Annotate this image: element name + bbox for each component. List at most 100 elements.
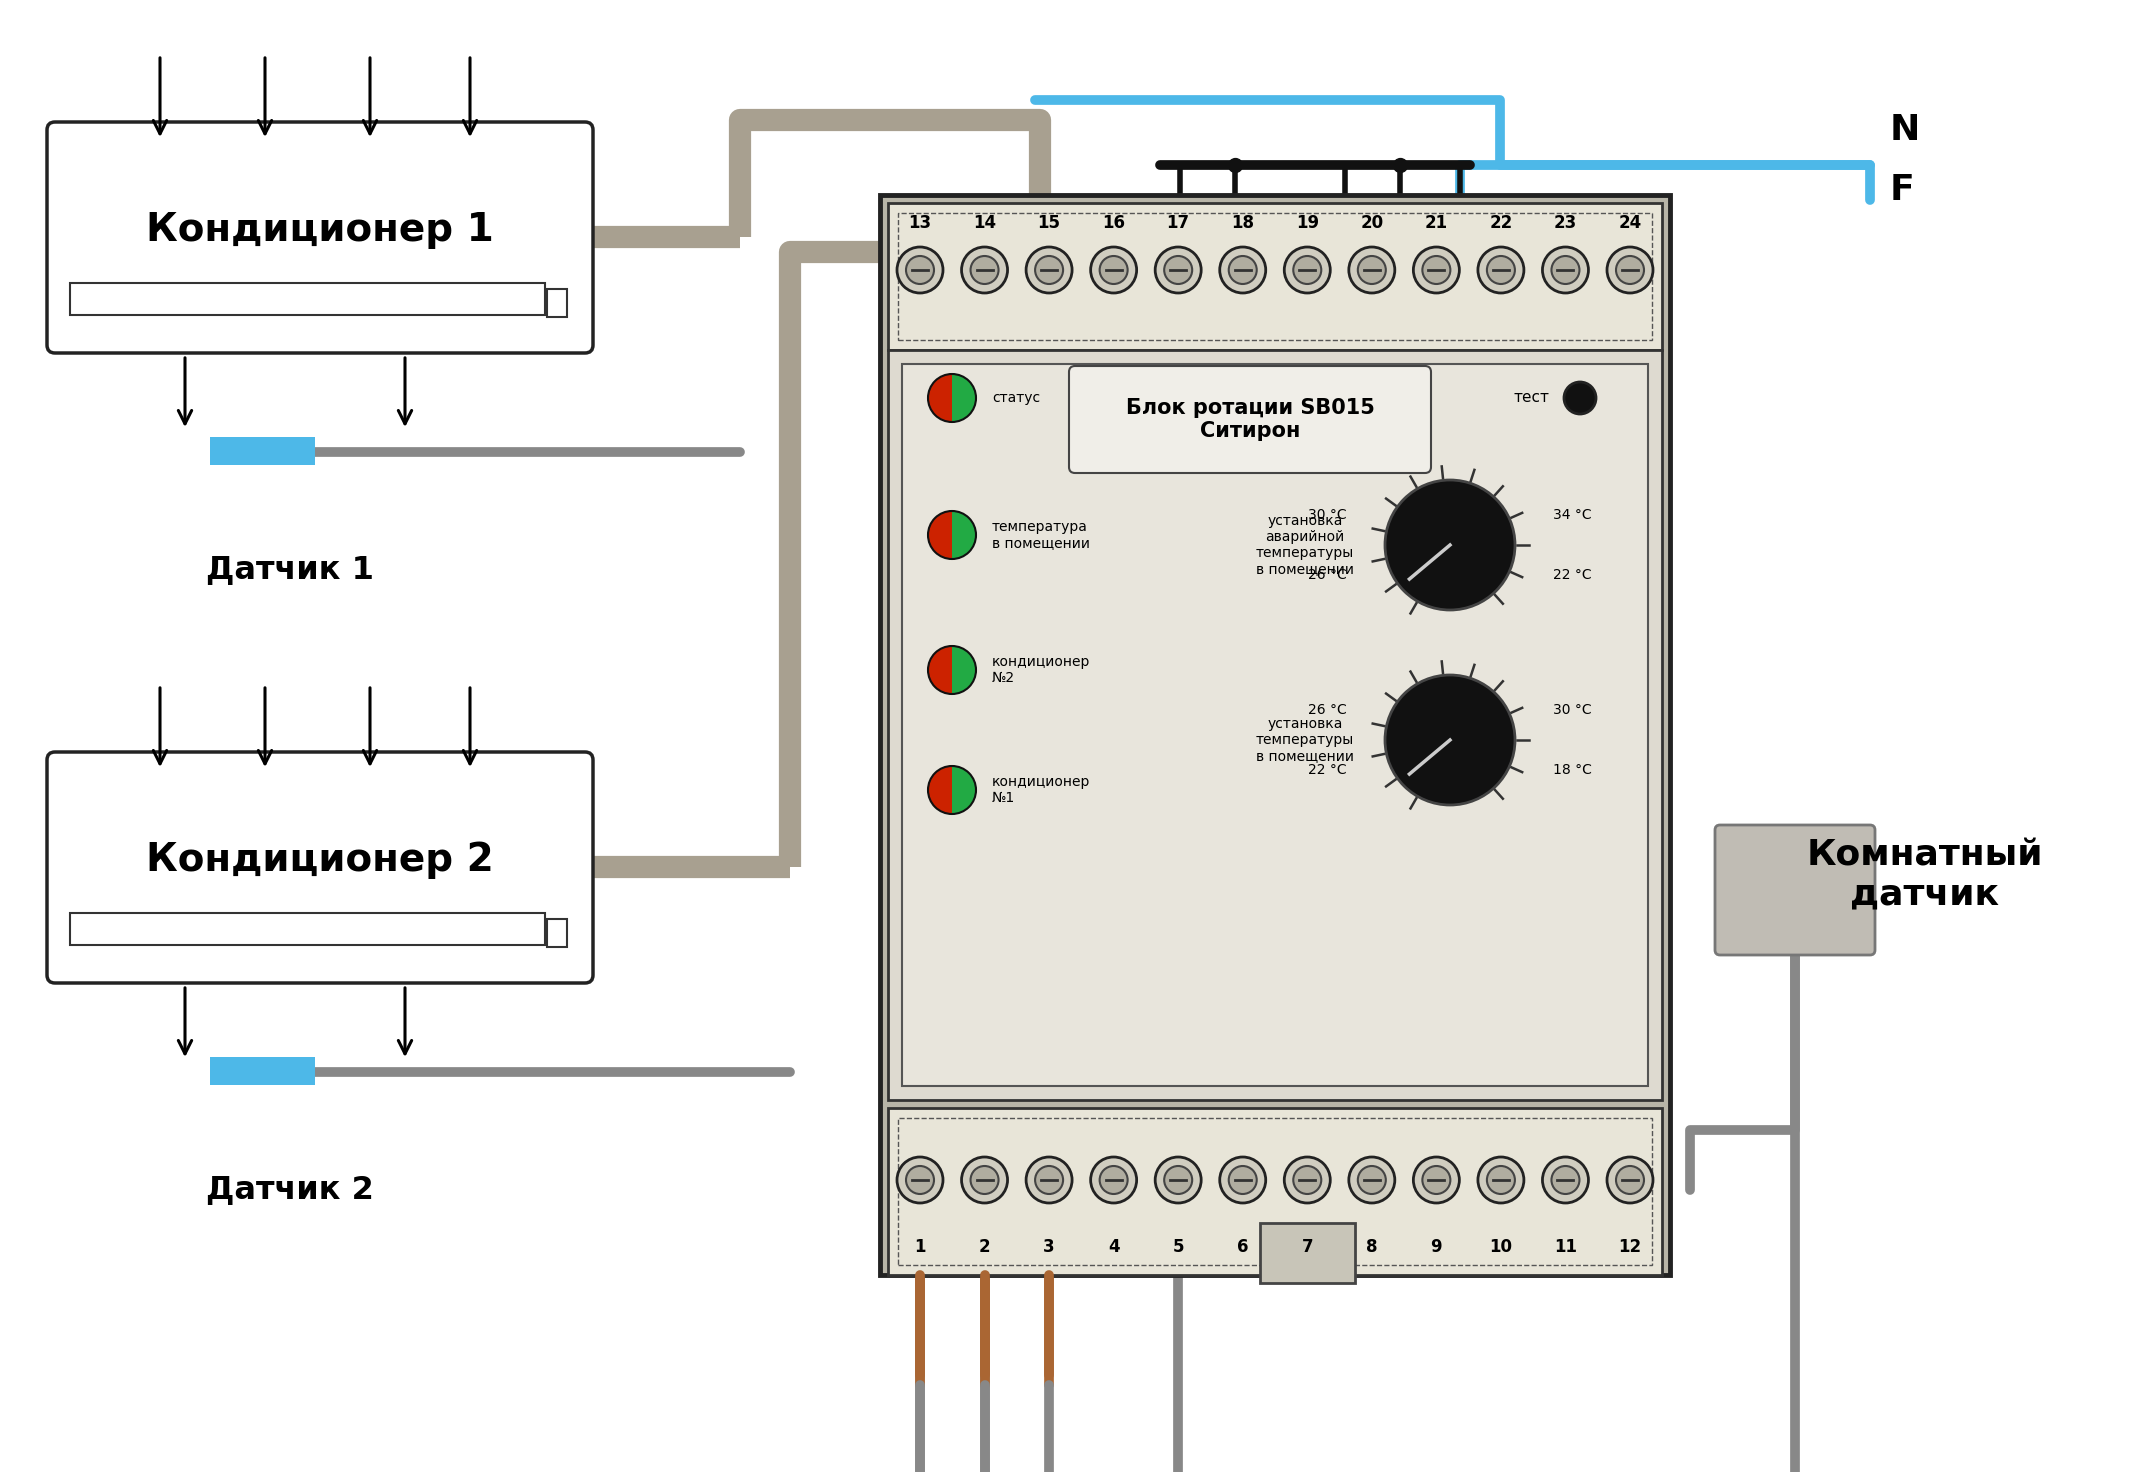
FancyBboxPatch shape bbox=[47, 122, 593, 353]
Bar bbox=[1260, 1223, 1355, 1284]
FancyBboxPatch shape bbox=[1070, 367, 1432, 473]
Bar bbox=[210, 1057, 315, 1085]
Text: 3: 3 bbox=[1044, 1238, 1055, 1256]
Wedge shape bbox=[929, 511, 952, 559]
Text: 10: 10 bbox=[1489, 1238, 1513, 1256]
Text: 16: 16 bbox=[1102, 213, 1126, 233]
Text: кондиционер
№1: кондиционер №1 bbox=[993, 774, 1091, 805]
Bar bbox=[210, 437, 315, 465]
Bar bbox=[71, 283, 546, 315]
Text: Блок ротации SB015
Ситирон: Блок ротации SB015 Ситирон bbox=[1126, 397, 1374, 442]
Circle shape bbox=[1220, 1157, 1265, 1203]
Circle shape bbox=[961, 1157, 1008, 1203]
Text: Датчик 2: Датчик 2 bbox=[205, 1175, 374, 1206]
Wedge shape bbox=[929, 374, 952, 422]
Text: 13: 13 bbox=[910, 213, 931, 233]
Text: 21: 21 bbox=[1425, 213, 1449, 233]
Text: 22: 22 bbox=[1489, 213, 1513, 233]
Bar bbox=[71, 913, 546, 945]
Circle shape bbox=[1423, 1166, 1451, 1194]
Wedge shape bbox=[952, 765, 976, 814]
Text: 30 °C: 30 °C bbox=[1554, 704, 1592, 717]
Text: 6: 6 bbox=[1237, 1238, 1248, 1256]
Text: N: N bbox=[1890, 113, 1920, 147]
Text: 34 °C: 34 °C bbox=[1554, 508, 1592, 523]
Circle shape bbox=[1385, 676, 1515, 805]
Text: 12: 12 bbox=[1618, 1238, 1641, 1256]
Text: 14: 14 bbox=[974, 213, 995, 233]
Bar bbox=[901, 364, 1648, 1086]
Circle shape bbox=[905, 256, 933, 284]
Circle shape bbox=[1479, 247, 1524, 293]
Bar bbox=[899, 1119, 1652, 1264]
Text: тест: тест bbox=[1513, 390, 1549, 405]
Text: 22 °C: 22 °C bbox=[1554, 568, 1592, 581]
Text: 20: 20 bbox=[1361, 213, 1382, 233]
Text: 8: 8 bbox=[1365, 1238, 1378, 1256]
Wedge shape bbox=[929, 765, 952, 814]
Circle shape bbox=[1348, 1157, 1395, 1203]
Text: F: F bbox=[1890, 174, 1915, 208]
Bar bbox=[899, 213, 1652, 340]
Text: Кондиционер 2: Кондиционер 2 bbox=[146, 841, 494, 879]
Circle shape bbox=[1164, 1166, 1192, 1194]
Circle shape bbox=[1284, 1157, 1331, 1203]
Text: Кондиционер 1: Кондиционер 1 bbox=[146, 210, 494, 249]
Circle shape bbox=[1100, 256, 1128, 284]
Text: 23: 23 bbox=[1554, 213, 1577, 233]
Bar bbox=[888, 350, 1663, 1100]
Circle shape bbox=[1412, 247, 1459, 293]
Text: 1: 1 bbox=[914, 1238, 927, 1256]
Bar bbox=[888, 1108, 1663, 1275]
Text: кондиционер
№2: кондиционер №2 bbox=[993, 655, 1091, 684]
Circle shape bbox=[1616, 1166, 1644, 1194]
Text: статус: статус bbox=[993, 392, 1040, 405]
Circle shape bbox=[1412, 1157, 1459, 1203]
Circle shape bbox=[1220, 247, 1265, 293]
Circle shape bbox=[1543, 247, 1588, 293]
Circle shape bbox=[1025, 1157, 1072, 1203]
Wedge shape bbox=[952, 511, 976, 559]
Text: 26 °C: 26 °C bbox=[1308, 568, 1346, 581]
Text: установка
температуры
в помещении: установка температуры в помещении bbox=[1256, 717, 1355, 762]
Text: 15: 15 bbox=[1038, 213, 1061, 233]
Text: 7: 7 bbox=[1301, 1238, 1314, 1256]
Circle shape bbox=[1025, 247, 1072, 293]
Text: 2: 2 bbox=[978, 1238, 991, 1256]
Circle shape bbox=[1228, 1166, 1256, 1194]
Circle shape bbox=[1036, 1166, 1064, 1194]
Wedge shape bbox=[929, 646, 952, 693]
Circle shape bbox=[1091, 247, 1136, 293]
Text: 24: 24 bbox=[1618, 213, 1641, 233]
Circle shape bbox=[1293, 1166, 1320, 1194]
Text: 5: 5 bbox=[1173, 1238, 1183, 1256]
Circle shape bbox=[1284, 247, 1331, 293]
Circle shape bbox=[1487, 256, 1515, 284]
Circle shape bbox=[1357, 1166, 1387, 1194]
Circle shape bbox=[961, 247, 1008, 293]
Text: 26 °C: 26 °C bbox=[1308, 704, 1346, 717]
Text: Датчик 1: Датчик 1 bbox=[205, 555, 374, 586]
Circle shape bbox=[1164, 256, 1192, 284]
Text: 22 °C: 22 °C bbox=[1308, 762, 1346, 777]
FancyBboxPatch shape bbox=[47, 752, 593, 983]
Text: установка
аварийной
температуры
в помещении: установка аварийной температуры в помеще… bbox=[1256, 514, 1355, 577]
Text: 11: 11 bbox=[1554, 1238, 1577, 1256]
FancyBboxPatch shape bbox=[1714, 824, 1875, 955]
Text: 30 °C: 30 °C bbox=[1308, 508, 1346, 523]
Bar bbox=[548, 289, 567, 316]
Circle shape bbox=[1607, 1157, 1652, 1203]
Text: 4: 4 bbox=[1109, 1238, 1119, 1256]
Circle shape bbox=[1552, 256, 1579, 284]
Bar bbox=[880, 194, 1669, 1275]
Wedge shape bbox=[952, 374, 976, 422]
Text: 18 °C: 18 °C bbox=[1554, 762, 1592, 777]
Circle shape bbox=[1543, 1157, 1588, 1203]
Circle shape bbox=[1552, 1166, 1579, 1194]
Circle shape bbox=[1479, 1157, 1524, 1203]
Text: 18: 18 bbox=[1230, 213, 1254, 233]
Circle shape bbox=[1616, 256, 1644, 284]
Text: 19: 19 bbox=[1295, 213, 1318, 233]
Circle shape bbox=[1156, 1157, 1201, 1203]
Circle shape bbox=[897, 1157, 944, 1203]
